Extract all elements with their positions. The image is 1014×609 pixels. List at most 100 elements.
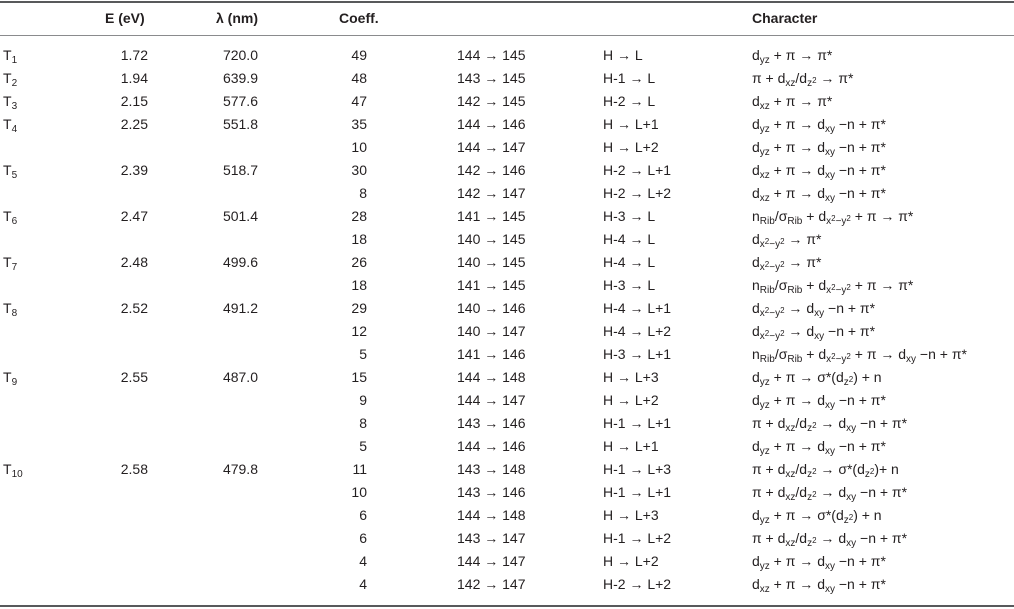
character-cell: dyz + π → σ*(dz2) + n (752, 507, 882, 526)
state-cell: T3 (3, 93, 18, 112)
orbital-transition-cell: 143 → 145 (457, 70, 526, 86)
character-cell: nRib/σRib + dx2−y2 + π → π* (752, 208, 914, 227)
energy-cell: 2.39 (120, 162, 148, 178)
homo-lumo-transition-cell: H-4 → L (603, 231, 656, 247)
character-cell: dyz + π → dxy −n + π* (752, 139, 886, 158)
homo-lumo-transition-cell: H → L+2 (603, 392, 659, 408)
coefficient-cell: 9 (359, 392, 367, 408)
coefficient-cell: 15 (351, 369, 367, 385)
wavelength-cell: 487.0 (222, 369, 258, 385)
character-cell: nRib/σRib + dx2−y2 + π → dxy −n + π* (752, 346, 967, 365)
coefficient-cell: 5 (359, 346, 367, 362)
table-row: 6 143 → 147 H-1 → L+2 π + dxz/dz2 → dxy −n … (0, 527, 1014, 550)
energy-cell: 2.48 (120, 254, 148, 270)
wavelength-cell: 518.7 (222, 162, 258, 178)
homo-lumo-transition-cell: H-1 → L+1 (603, 415, 672, 431)
coefficient-cell: 35 (351, 116, 367, 132)
coefficient-cell: 10 (351, 484, 367, 500)
homo-lumo-transition-cell: H-3 → L (603, 277, 656, 293)
state-label: T (3, 47, 12, 63)
orbital-transition-cell: 144 → 148 (457, 369, 526, 385)
coefficient-cell: 18 (351, 277, 367, 293)
character-cell: π + dxz/dz2 → dxy −n + π* (752, 415, 908, 434)
table-row: T2 1.94 639.9 48 143 → 145 H-1 → L π + dxz/dz2… (0, 67, 1014, 90)
orbital-transition-cell: 141 → 146 (457, 346, 526, 362)
character-cell: dxz + π → dxy −n + π* (752, 185, 886, 204)
coefficient-cell: 8 (359, 415, 367, 431)
character-cell: π + dxz/dz2 → dxy −n + π* (752, 530, 908, 549)
character-cell: π + dxz/dz2 → dxy −n + π* (752, 484, 908, 503)
wavelength-cell: 479.8 (222, 461, 258, 477)
table-row: T6 2.47 501.4 28 141 → 145 H-3 → L nRib/σRib +… (0, 205, 1014, 228)
table-row: T8 2.52 491.2 29 140 → 146 H-4 → L+1 dx2−y2 → … (0, 297, 1014, 320)
orbital-transition-cell: 144 → 146 (457, 438, 526, 454)
homo-lumo-transition-cell: H-1 → L (603, 70, 656, 86)
header-character: Character (752, 10, 818, 26)
coefficient-cell: 26 (351, 254, 367, 270)
orbital-transition-cell: 144 → 147 (457, 553, 526, 569)
energy-cell: 2.52 (120, 300, 148, 316)
homo-lumo-transition-cell: H-4 → L+1 (603, 300, 672, 316)
state-index: 8 (11, 308, 18, 319)
homo-lumo-transition-cell: H → L+2 (603, 553, 659, 569)
character-cell: dyz + π → dxy −n + π* (752, 553, 886, 572)
wavelength-cell: 551.8 (222, 116, 258, 132)
state-cell: T7 (3, 254, 17, 273)
homo-lumo-transition-cell: H-2 → L+2 (603, 576, 672, 592)
header-coefficient: Coeff. (339, 10, 379, 26)
energy-cell: 2.58 (120, 461, 148, 477)
table-row: 12 140 → 147 H-4 → L+2 dx2−y2 → dxy −n + π* (0, 320, 1014, 343)
table-row: 4 142 → 147 H-2 → L+2 dxz + π → dxy −n + π* (0, 573, 1014, 596)
table-top-rule (0, 1, 1014, 3)
state-label: T (3, 254, 12, 270)
state-index: 3 (11, 101, 18, 112)
energy-cell: 2.47 (120, 208, 148, 224)
table-row: 5 144 → 146 H → L+1 dyz + π → dxy −n + π* (0, 435, 1014, 458)
state-label: T (3, 70, 12, 86)
table-row: T9 2.55 487.0 15 144 → 148 H → L+3 dyz + π → σ… (0, 366, 1014, 389)
table-row: 18 140 → 145 H-4 → L dx2−y2 → π* (0, 228, 1014, 251)
character-cell: dx2−y2 → π* (752, 231, 822, 250)
state-label: T (3, 300, 12, 316)
table-row: 9 144 → 147 H → L+2 dyz + π → dxy −n + π* (0, 389, 1014, 412)
homo-lumo-transition-cell: H-2 → L+2 (603, 185, 672, 201)
state-cell: T6 (3, 208, 18, 227)
character-cell: dyz + π → dxy −n + π* (752, 438, 886, 457)
coefficient-cell: 5 (359, 438, 367, 454)
table-row: 8 143 → 146 H-1 → L+1 π + dxz/dz2 → dxy −n … (0, 412, 1014, 435)
homo-lumo-transition-cell: H-3 → L+1 (603, 346, 672, 362)
state-label: T (3, 162, 12, 178)
orbital-transition-cell: 143 → 146 (457, 484, 526, 500)
wavelength-cell: 639.9 (222, 70, 258, 86)
table-bottom-rule (0, 605, 1014, 607)
homo-lumo-transition-cell: H-4 → L+2 (603, 323, 672, 339)
character-cell: dyz + π → σ*(dz2) + n (752, 369, 882, 388)
table-row: 10 143 → 146 H-1 → L+1 π + dxz/dz2 → dxy −n… (0, 481, 1014, 504)
orbital-transition-cell: 142 → 145 (457, 93, 526, 109)
character-cell: dx2−y2 → dxy −n + π* (752, 300, 876, 319)
coefficient-cell: 47 (351, 93, 367, 109)
orbital-transition-cell: 144 → 148 (457, 507, 526, 523)
state-index: 6 (11, 216, 18, 227)
state-index: 2 (11, 78, 18, 89)
coefficient-cell: 8 (359, 185, 367, 201)
state-cell: T1 (3, 47, 17, 66)
orbital-transition-cell: 143 → 148 (457, 461, 526, 477)
table-row: T1 1.72 720.0 49 144 → 145 H → L dyz + π → π* (0, 44, 1014, 67)
homo-lumo-transition-cell: H → L+2 (603, 139, 659, 155)
coefficient-cell: 48 (351, 70, 367, 86)
header-wavelength: λ (nm) (216, 10, 258, 26)
state-index: 9 (11, 377, 18, 388)
state-cell: T8 (3, 300, 18, 319)
table-row: 5 141 → 146 H-3 → L+1 nRib/σRib + dx2−y2 + … (0, 343, 1014, 366)
energy-cell: 1.94 (120, 70, 148, 86)
coefficient-cell: 10 (351, 139, 367, 155)
table-row: 8 142 → 147 H-2 → L+2 dxz + π → dxy −n + π* (0, 182, 1014, 205)
homo-lumo-transition-cell: H-4 → L (603, 254, 656, 270)
homo-lumo-transition-cell: H-2 → L+1 (603, 162, 672, 178)
coefficient-cell: 4 (359, 576, 367, 592)
header-rule (0, 35, 1014, 36)
orbital-transition-cell: 141 → 145 (457, 277, 526, 293)
orbital-transition-cell: 144 → 146 (457, 116, 526, 132)
character-cell: dxz + π → dxy −n + π* (752, 576, 886, 595)
